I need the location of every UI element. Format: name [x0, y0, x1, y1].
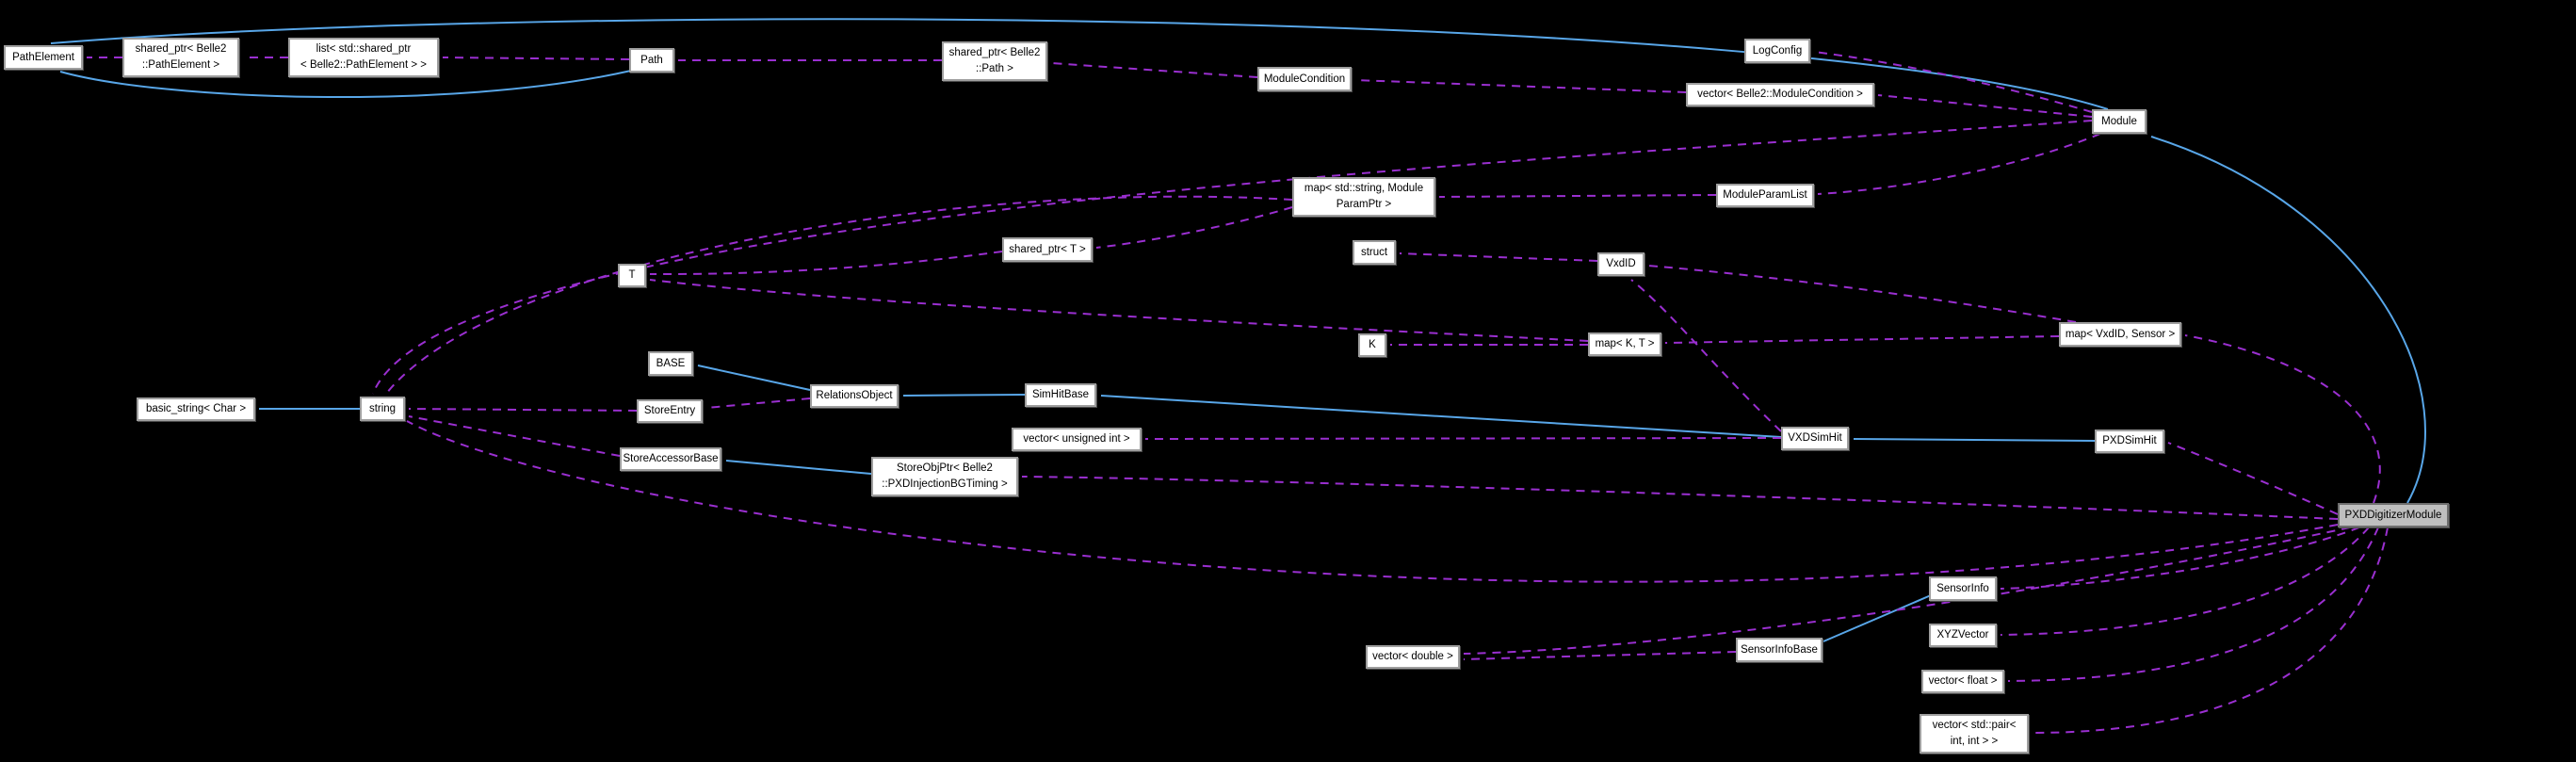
edge-pxddigitizermodule-to-vec-float: [2007, 527, 2379, 682]
edge-simhitbase-to-relationsobject: [902, 394, 1026, 397]
node-basic-string-char[interactable]: basic_string< Char >: [137, 397, 255, 421]
node-struct[interactable]: struct: [1353, 240, 1396, 265]
edge-pxddigitizermodule-to-vec-double: [1463, 527, 2351, 655]
edge-moduleparamlist-to-map-string-mpp: [1438, 194, 1717, 198]
edge-map-string-mpp-to-sp-t: [1095, 206, 1293, 249]
node-relationsobject[interactable]: RelationsObject: [810, 384, 899, 408]
node-sensorinfo[interactable]: SensorInfo: [1929, 576, 1997, 601]
edge-relationsobject-to-storeentry: [705, 397, 811, 409]
edge-module-to-pathelement: [50, 18, 2109, 110]
edge-path-to-pathelement: [59, 70, 632, 98]
node-modulecondition[interactable]: ModuleCondition: [1257, 67, 1352, 91]
edge-path-to-list-sp-pathelement: [442, 57, 630, 60]
edge-pxdsimhit-to-vxdsimhit: [1853, 438, 2096, 442]
edge-vec-modulecondition-to-modulecondition: [1354, 79, 1687, 93]
node-xyzvector[interactable]: XYZVector: [1929, 624, 1997, 647]
node-vxdsimhit[interactable]: VXDSimHit: [1781, 427, 1849, 450]
node-string[interactable]: string: [360, 397, 405, 421]
node-sp-pathelement[interactable]: shared_ptr< Belle2 ::PathElement >: [122, 38, 239, 77]
edge-map-k-t-to-t: [649, 279, 1589, 342]
node-vxdid[interactable]: VxdID: [1597, 252, 1644, 276]
node-storeobjptr-bgtiming[interactable]: StoreObjPtr< Belle2 ::PXDInjectionBGTimi…: [871, 457, 1018, 496]
edge-module-to-moduleparamlist: [1817, 133, 2101, 195]
node-map-vxdid-sensor[interactable]: map< VxdID, Sensor >: [2059, 322, 2181, 347]
node-vec-float[interactable]: vector< float >: [1921, 670, 2004, 693]
node-map-k-t[interactable]: map< K, T >: [1588, 332, 1661, 356]
edge-pxddigitizermodule-to-xyzvector: [2000, 527, 2370, 636]
edge-vxdsimhit-to-simhitbase: [1100, 395, 1782, 438]
node-path[interactable]: Path: [629, 48, 674, 73]
edge-pxddigitizermodule-to-module: [2150, 136, 2426, 504]
node-storeaccessorbase[interactable]: StoreAccessorBase: [620, 447, 721, 471]
edge-pxddigitizermodule-to-string: [406, 420, 2339, 583]
edge-sensorinfobase-to-vec-double: [1463, 651, 1737, 660]
node-base[interactable]: BASE: [648, 351, 693, 376]
edge-sp-t-to-t: [649, 251, 1003, 276]
edge-storeentry-to-string: [408, 408, 638, 412]
node-sensorinfobase[interactable]: SensorInfoBase: [1736, 638, 1823, 662]
node-pxddigitizermodule: PXDDigitizerModule: [2338, 503, 2449, 527]
edge-map-vxdid-sensor-to-map-k-t: [1664, 335, 2060, 344]
edge-pxddigitizermodule-to-storeobjptr-bgtiming: [1021, 476, 2339, 520]
edge-storeaccessorbase-to-string: [408, 415, 621, 457]
edge-vxdsimhit-to-vec-uint: [1144, 437, 1782, 440]
edge-pxddigitizermodule-to-map-vxdid-sensor: [2184, 334, 2381, 504]
edge-sensorinfo-to-sensorinfobase: [1823, 594, 1932, 642]
node-map-string-mpp[interactable]: map< std::string, Module ParamPtr >: [1292, 177, 1435, 217]
node-pxdsimhit[interactable]: PXDSimHit: [2095, 430, 2164, 453]
node-module[interactable]: Module: [2092, 109, 2147, 134]
edge-modulecondition-to-sp-path: [1050, 62, 1258, 78]
edge-storeobjptr-bgtiming-to-storeaccessorbase: [725, 460, 872, 475]
node-vec-pair-int-int[interactable]: vector< std::pair< int, int > >: [1920, 714, 2029, 754]
node-k[interactable]: K: [1358, 333, 1386, 357]
edge-vxdsimhit-to-vxdid: [1630, 279, 1782, 432]
node-logconfig[interactable]: LogConfig: [1744, 39, 1810, 63]
node-t[interactable]: T: [618, 264, 646, 287]
node-pathelement[interactable]: PathElement: [4, 45, 83, 70]
edge-map-vxdid-sensor-to-vxdid: [1647, 265, 2077, 323]
edge-pxddigitizermodule-to-pxdsimhit: [2167, 442, 2339, 515]
node-sp-t[interactable]: shared_ptr< T >: [1002, 237, 1093, 262]
edge-module-to-string: [372, 120, 2093, 395]
node-vec-modulecondition[interactable]: vector< Belle2::ModuleCondition >: [1686, 83, 1874, 106]
edge-vxdid-to-struct: [1399, 252, 1598, 262]
node-moduleparamlist[interactable]: ModuleParamList: [1716, 184, 1814, 207]
node-vec-uint[interactable]: vector< unsigned int >: [1012, 428, 1142, 451]
node-storeentry[interactable]: StoreEntry: [637, 399, 703, 423]
edge-module-to-vec-modulecondition: [1877, 94, 2093, 118]
node-sp-path[interactable]: shared_ptr< Belle2 ::Path >: [942, 41, 1047, 81]
node-simhitbase[interactable]: SimHitBase: [1025, 383, 1096, 407]
edge-map-string-mpp-to-string: [385, 195, 1293, 395]
node-list-sp-pathelement[interactable]: list< std::shared_ptr < Belle2::PathElem…: [288, 38, 439, 77]
edge-relationsobject-to-base: [697, 365, 811, 391]
edge-pxddigitizermodule-to-sensorinfo: [2000, 527, 2360, 590]
node-vec-double[interactable]: vector< double >: [1366, 645, 1460, 669]
